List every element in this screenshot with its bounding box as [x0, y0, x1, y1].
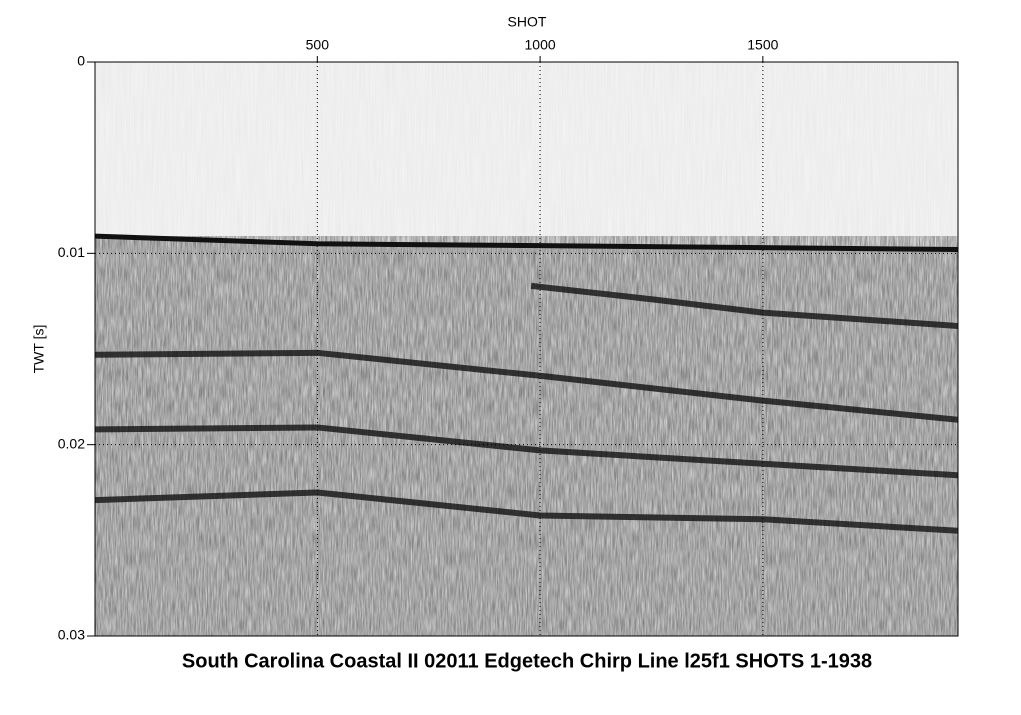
plot-frame	[94, 61, 959, 637]
reflector	[530, 282, 958, 330]
x-tick-label: 1500	[747, 37, 778, 53]
x-axis-label: SHOT	[508, 14, 547, 30]
sediment-texture	[95, 236, 958, 636]
x-tick-label: 1000	[525, 37, 556, 53]
y-tick-label: 0	[77, 53, 85, 69]
y-tick-label: 0.01	[58, 244, 85, 260]
y-tick-label: 0.03	[58, 627, 85, 643]
reflector	[95, 349, 958, 423]
x-tick-label: 500	[306, 37, 330, 53]
chart-title: South Carolina Coastal II 02011 Edgetech…	[182, 650, 872, 672]
reflector	[95, 233, 958, 253]
reflector	[95, 489, 958, 534]
y-axis-label: TWT [s]	[31, 325, 47, 374]
y-tick-label: 0.02	[58, 435, 85, 451]
plot-area	[95, 233, 958, 636]
